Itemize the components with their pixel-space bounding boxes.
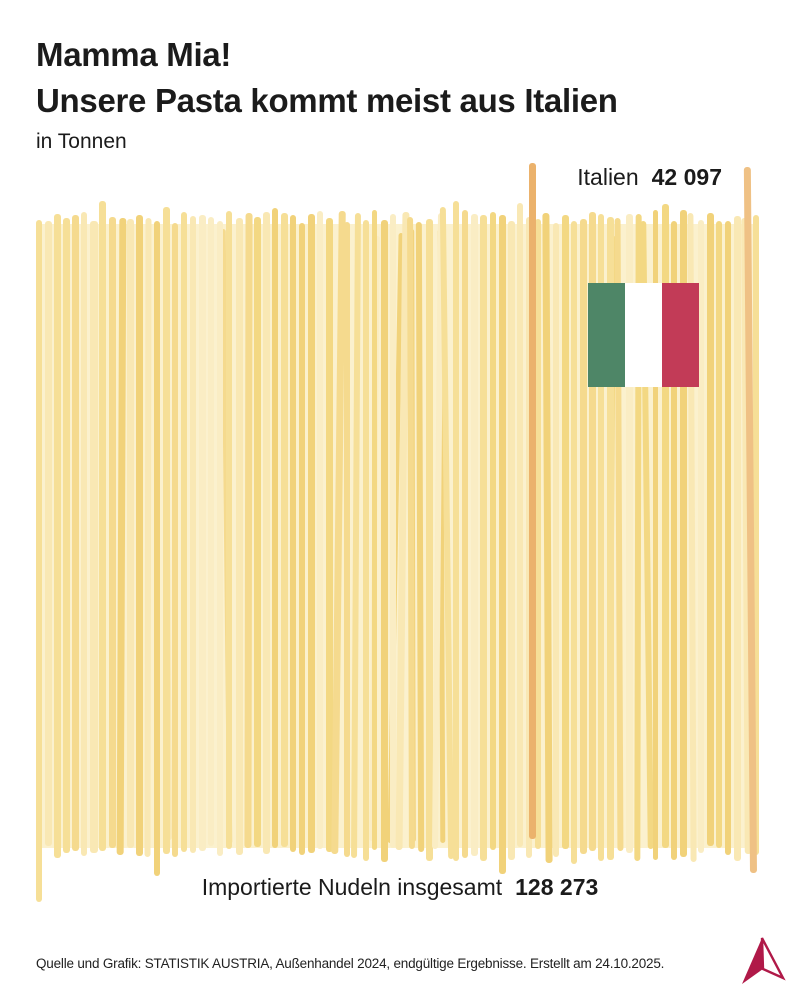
pasta-strand (734, 216, 742, 862)
italy-highlight-strand (529, 163, 536, 839)
pasta-strand (453, 201, 460, 861)
pasta-strand (571, 221, 577, 865)
pasta-strand (190, 216, 196, 853)
pasta-strand (589, 211, 597, 851)
pasta-strand (670, 221, 677, 861)
pasta-strand (208, 217, 215, 847)
pasta-strand (498, 215, 506, 874)
pasta-strand (625, 213, 633, 853)
pasta-strand (217, 220, 224, 857)
pasta-strand (507, 221, 515, 861)
pasta-strand (652, 210, 659, 860)
pasta-strand (344, 221, 351, 858)
pasta-strand (63, 218, 70, 853)
pasta-strand (72, 215, 80, 851)
pasta-strand (244, 212, 253, 849)
pasta-strand (271, 208, 279, 848)
pasta-strand (380, 219, 388, 862)
pasta-strand (542, 212, 553, 864)
pasta-strand (480, 215, 487, 862)
pasta-strand (126, 219, 135, 849)
pasta-strand (661, 203, 669, 848)
pasta-strand (516, 203, 523, 847)
pasta-strand (289, 214, 297, 852)
pasta-strand (181, 212, 187, 853)
pasta-strand (81, 211, 88, 856)
pasta-strand (144, 218, 152, 858)
pasta-strand (607, 217, 615, 861)
italy-value-label: Italien 42 097 (577, 164, 722, 191)
pasta-strand (580, 219, 588, 855)
pasta-strand (54, 213, 61, 858)
pasta-strand (199, 214, 206, 851)
total-label-text: Importierte Nudeln insgesamt (201, 874, 503, 900)
pasta-strand (679, 210, 687, 858)
pasta-strand (308, 213, 316, 853)
pasta-strand (36, 219, 42, 902)
arrow-logo-svg (742, 937, 786, 984)
pasta-strand (351, 212, 362, 858)
pasta-strand (317, 211, 323, 849)
pasta-strand (253, 216, 261, 847)
pasta-strand (116, 217, 127, 856)
pasta-strand (108, 217, 116, 848)
pasta-strand (90, 221, 98, 853)
pasta-strand (135, 214, 144, 857)
pasta-strand (698, 219, 705, 853)
page-title-line2: Unsere Pasta kommt meist aus Italien (36, 82, 618, 119)
italy-flag (588, 283, 699, 387)
italy-label-text: Italien (577, 164, 639, 190)
pasta-strand (552, 222, 560, 858)
pasta-strand (598, 213, 604, 862)
pasta-strand (362, 219, 369, 862)
pasta-strand (326, 217, 333, 853)
pasta-strand (426, 219, 434, 862)
pasta-strand (172, 222, 178, 858)
pasta-strand (262, 211, 271, 854)
page-subtitle-unit: in Tonnen (36, 130, 127, 153)
page-title-line1: Mamma Mia! (36, 36, 232, 73)
pasta-strand (415, 221, 425, 852)
flag-band-green (588, 283, 625, 387)
pasta-strand (45, 220, 53, 847)
flag-band-white (625, 283, 662, 387)
pasta-strand (280, 213, 288, 848)
pasta-strand (725, 220, 732, 856)
pasta-strand (471, 214, 478, 857)
pasta-strand (299, 222, 306, 856)
pasta-strand (153, 220, 160, 877)
italy-label-value: 42 097 (651, 164, 722, 190)
source-credit-text: Quelle und Grafik: STATISTIK AUSTRIA, Au… (36, 956, 665, 971)
total-value-label: Importierte Nudeln insgesamt 128 273 (0, 874, 800, 901)
pasta-strand (162, 207, 170, 854)
pasta-strand (371, 210, 378, 851)
pasta-strand (534, 219, 541, 849)
statistik-austria-logo-icon (740, 934, 788, 990)
pasta-strand (462, 210, 469, 859)
total-label-value: 128 273 (515, 874, 599, 900)
pasta-strand (235, 218, 243, 856)
pasta-strand (716, 221, 723, 848)
pasta-strand (707, 213, 714, 847)
pasta-strand (489, 211, 497, 850)
pasta-strand (562, 215, 570, 849)
pasta-strand (389, 213, 396, 848)
pasta-strand (525, 216, 532, 859)
pasta-strand (99, 201, 106, 851)
flag-band-red (662, 283, 699, 387)
pasta-strand (752, 214, 760, 856)
pasta-strand (226, 211, 233, 850)
